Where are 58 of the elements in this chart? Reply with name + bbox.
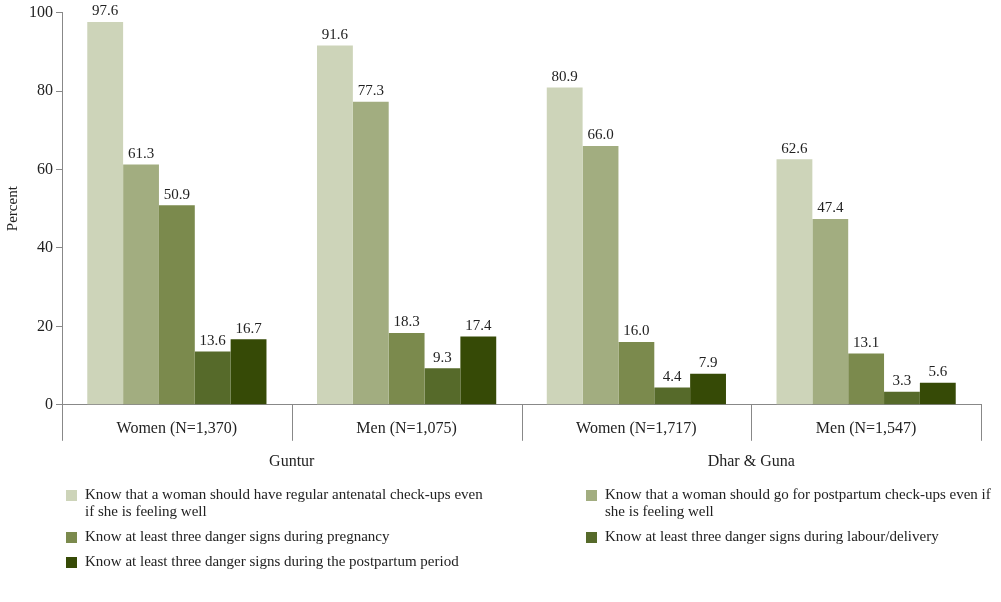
data-label: 16.0 (623, 322, 650, 339)
bar (919, 382, 956, 405)
data-label: 97.6 (92, 2, 119, 19)
bar (654, 387, 691, 405)
bar (87, 22, 124, 405)
bar (194, 351, 231, 405)
x-tick-label: Women (N=1,717) (576, 418, 697, 437)
data-label: 9.3 (433, 348, 452, 365)
bar (123, 164, 159, 405)
data-label: 16.7 (235, 319, 263, 336)
bar (884, 391, 920, 405)
legend-label: Know at least three danger signs during pregnancy (85, 528, 390, 545)
data-label: 13.1 (853, 333, 880, 350)
data-label: 17.4 (465, 316, 492, 333)
text: Guntur (269, 452, 316, 470)
bar (812, 218, 849, 405)
data-label: 77.3 (357, 82, 384, 99)
y-tick-label: 20 (37, 316, 53, 334)
x-tick-label: Women (N=1,370) (116, 418, 238, 437)
bar (776, 159, 813, 405)
bar (388, 333, 425, 405)
y-tick-label: 100 (29, 2, 53, 20)
data-label: 80.9 (551, 67, 578, 84)
data-label: 7.9 (698, 354, 718, 371)
y-tick-label: 60 (37, 159, 53, 177)
data-label: 5.6 (928, 363, 948, 380)
bar (618, 342, 655, 405)
data-label: 3.3 (892, 372, 912, 389)
bar (460, 336, 497, 405)
y-axis-title: Percent (3, 185, 20, 232)
bar (317, 45, 353, 405)
data-label: 91.6 (321, 25, 349, 42)
legend-label: Know at least three danger signs during labour/delivery (605, 528, 939, 545)
legend-label: Know that a woman should have regular antenatal check-ups even if she is feeling well (85, 486, 484, 520)
x-tick-label: Men (N=1,075) (356, 418, 457, 437)
bar (546, 87, 583, 405)
data-label: 18.3 (393, 313, 420, 330)
bar (158, 205, 195, 405)
bar (848, 353, 885, 405)
data-label: 62.6 (781, 139, 809, 156)
text: Dhar & Guna (707, 452, 795, 470)
bar (230, 339, 267, 405)
data-label: 50.9 (163, 185, 190, 202)
data-label: 61.3 (127, 144, 155, 161)
y-tick-label: 40 (37, 238, 53, 256)
bar (582, 145, 619, 405)
bar (690, 373, 726, 405)
y-tick-label: 80 (37, 81, 53, 99)
y-tick-label: 0 (45, 395, 53, 412)
bar (352, 101, 389, 405)
data-label: 66.0 (587, 126, 614, 143)
data-label: 13.6 (199, 331, 227, 348)
legend-label: Know at least three danger signs during the postpartum period (85, 553, 459, 570)
legend-label: Know that a woman should go for postpartum check-ups even if she is feeling well (605, 486, 992, 520)
x-tick-label: Men (N=1,547) (815, 418, 917, 437)
data-label: 47.4 (817, 199, 844, 216)
data-label: 4.4 (662, 367, 683, 384)
bar (424, 368, 461, 405)
